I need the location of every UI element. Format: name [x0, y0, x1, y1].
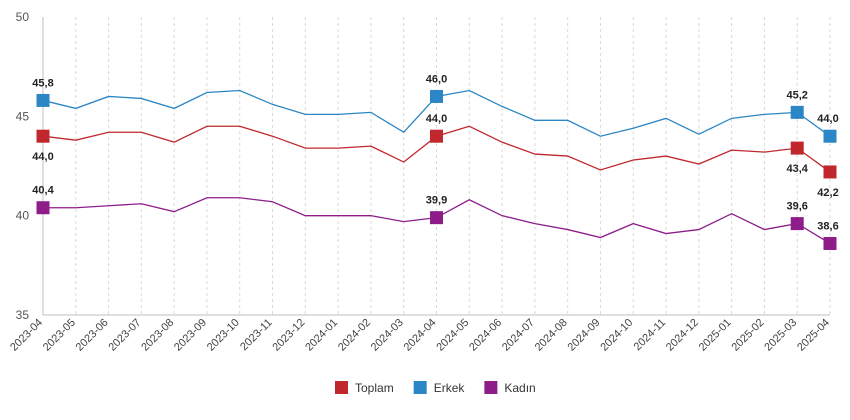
- x-tick-label: 2024-08: [533, 317, 570, 354]
- data-label: 45,2: [786, 89, 807, 101]
- x-tick-label: 2023-10: [205, 317, 242, 354]
- x-tick-label: 2023-11: [238, 317, 274, 353]
- x-tick-label: 2024-05: [434, 317, 471, 354]
- legend-item-kadın[interactable]: Kadın: [484, 381, 536, 395]
- data-label: 46,0: [426, 73, 447, 85]
- series-toplam: [36, 125, 837, 179]
- data-marker: [430, 89, 443, 103]
- legend-swatch: [484, 381, 498, 394]
- x-tick-label: 2024-03: [369, 317, 406, 354]
- legend-label: Toplam: [355, 381, 394, 395]
- y-tick-label: 40: [16, 209, 30, 223]
- series-kadın: [36, 197, 837, 250]
- data-label: 44,0: [426, 113, 447, 125]
- x-tick-label: 2024-07: [500, 317, 537, 354]
- y-tick-label: 35: [16, 308, 30, 322]
- legend-swatch: [413, 381, 427, 394]
- data-marker: [790, 217, 804, 231]
- x-tick-label: 2025-04: [795, 317, 832, 354]
- y-tick-label: 50: [16, 10, 30, 24]
- x-tick-label: 2024-12: [664, 317, 701, 354]
- series-erkek: [36, 89, 837, 143]
- data-marker: [823, 236, 837, 250]
- x-tick-label: 2023-12: [270, 317, 307, 354]
- x-tick-label: 2025-03: [762, 317, 799, 354]
- data-label: 39,6: [786, 201, 807, 213]
- x-tick-label: 2025-02: [730, 317, 767, 354]
- legend-item-toplam[interactable]: Toplam: [335, 381, 394, 395]
- y-tick-label: 45: [16, 109, 30, 123]
- x-tick-label: 2023-08: [139, 317, 176, 354]
- x-tick-label: 2024-01: [303, 317, 340, 354]
- x-tick-label: 2023-07: [106, 317, 143, 354]
- x-tick-label: 2024-06: [467, 317, 504, 354]
- x-tick-label: 2025-01: [697, 317, 734, 354]
- data-label: 43,4: [786, 163, 808, 175]
- data-label: 44,0: [817, 113, 838, 125]
- data-marker: [823, 165, 837, 179]
- data-label: 44,0: [32, 151, 53, 163]
- x-tick-label: 2023-05: [41, 317, 78, 354]
- x-tick-label: 2023-04: [8, 317, 45, 354]
- x-tick-label: 2023-09: [172, 317, 209, 354]
- data-marker: [430, 129, 443, 143]
- legend-item-erkek[interactable]: Erkek: [413, 381, 466, 395]
- data-marker: [823, 129, 837, 143]
- grid-lines: [75, 17, 831, 315]
- data-labels: 44,0 44,0 43,4 42,2 45,8 46,0 45,2 44,0 40,4 39,9…: [32, 73, 838, 232]
- x-tick-label: 2024-10: [598, 317, 635, 354]
- x-tick-label: 2024-09: [566, 317, 603, 354]
- x-tick-label: 2024-11: [632, 317, 668, 353]
- data-label: 39,9: [426, 195, 447, 207]
- legend-label: Kadın: [504, 381, 535, 395]
- data-marker: [430, 211, 443, 225]
- data-marker: [36, 93, 50, 107]
- axes: 354045502023-042023-052023-062023-072023…: [8, 10, 832, 354]
- data-label: 45,8: [32, 77, 53, 89]
- data-marker: [36, 201, 50, 215]
- data-marker: [790, 105, 804, 119]
- x-tick-label: 2024-02: [336, 317, 373, 354]
- legend-swatch: [335, 381, 348, 394]
- data-label: 40,4: [32, 185, 54, 197]
- legend-label: Erkek: [434, 381, 466, 395]
- data-marker: [790, 141, 804, 155]
- data-label: 38,6: [817, 220, 838, 232]
- series-layer: [36, 89, 837, 250]
- data-marker: [36, 129, 50, 143]
- x-tick-label: 2024-04: [402, 317, 439, 354]
- x-tick-label: 2023-06: [74, 317, 111, 354]
- data-label: 42,2: [817, 187, 838, 199]
- legend: Toplam Erkek Kadın: [335, 381, 536, 395]
